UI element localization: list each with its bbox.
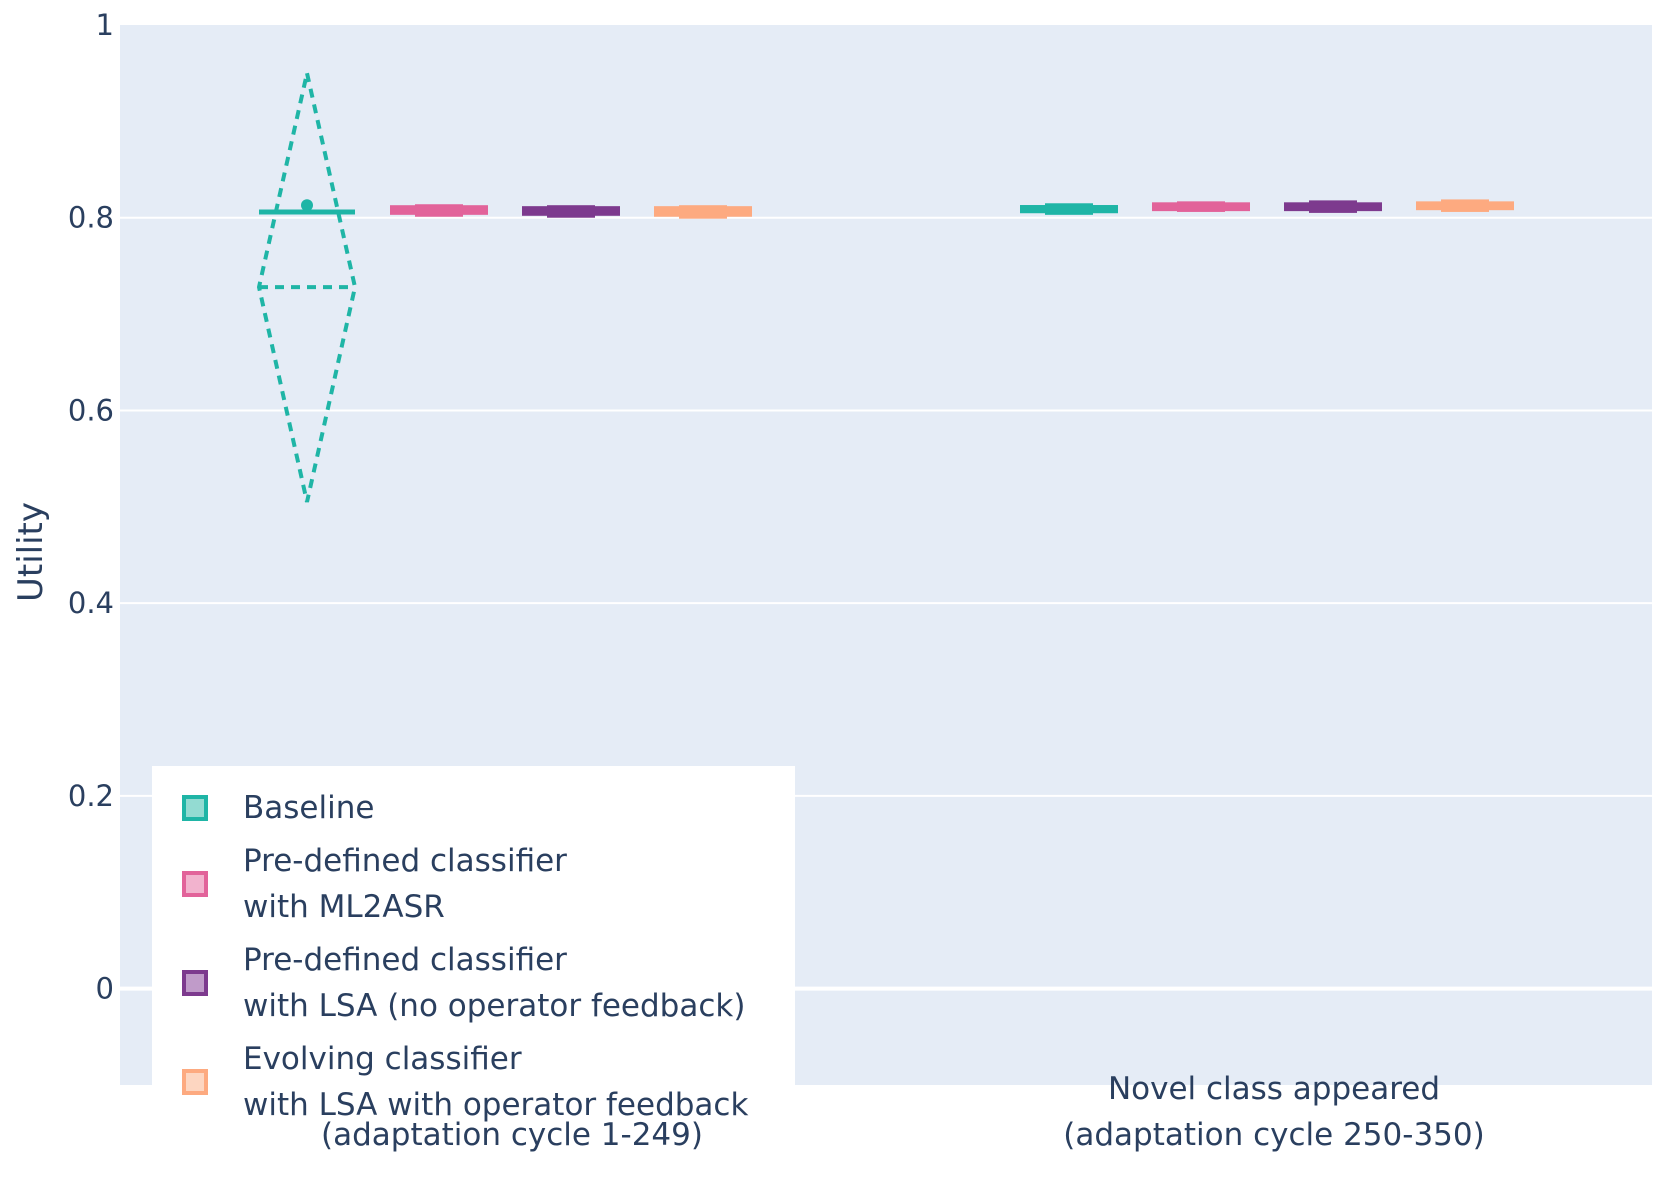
y-axis-ticks: 1 0.8 0.6 0.4 0.2 0: [68, 8, 114, 1006]
x-category-label: (adaptation cycle 1-249): [321, 1117, 703, 1153]
violin: [1152, 201, 1250, 212]
violin: [522, 205, 620, 218]
y-axis-title: Utility: [11, 502, 51, 602]
y-tick-label: 0: [96, 972, 114, 1006]
violin: [1284, 200, 1382, 213]
box-range: [390, 205, 488, 215]
box-range: [522, 206, 620, 216]
y-tick-label: 0.6: [68, 393, 114, 427]
box-range: [1152, 202, 1250, 211]
violin: [654, 205, 752, 219]
legend-label: Pre-defined classifier with ML2ASR: [243, 843, 567, 925]
y-tick-label: 0.8: [68, 201, 114, 235]
box-range: [1020, 205, 1118, 214]
y-tick-label: 0.2: [68, 779, 114, 813]
legend-item[interactable]: Pre-defined classifier with ML2ASR: [182, 838, 567, 930]
box-range: [1284, 202, 1382, 211]
box-range: [1416, 201, 1514, 211]
violin-marks: [256, 72, 1514, 503]
box-range: [654, 206, 752, 217]
x-category-label: (adaptation cycle 250-350): [1063, 1117, 1484, 1153]
legend: Baseline Pre-defined classifier with ML2AS…: [152, 766, 795, 1123]
legend-item[interactable]: Pre-defined classifier with LSA (no opera…: [182, 937, 745, 1029]
y-tick-label: 0.4: [68, 586, 114, 620]
y-tick-label: 1: [96, 8, 114, 42]
violin: [256, 72, 358, 503]
x-category-label: Novel class appeared: [1108, 1071, 1440, 1107]
legend-swatch: [182, 970, 208, 996]
legend-label: Evolving classifier with LSA with operato…: [243, 1041, 749, 1123]
legend-label: Baseline: [243, 790, 375, 826]
legend-swatch: [182, 871, 208, 897]
violin: [390, 204, 488, 217]
legend-swatch: [182, 795, 208, 821]
legend-item[interactable]: Baseline: [182, 785, 374, 831]
violin-outline: [256, 72, 358, 503]
legend-swatch: [182, 1069, 208, 1095]
legend-label: Pre-defined classifier with LSA (no opera…: [243, 942, 746, 1024]
violin: [1416, 199, 1514, 212]
legend-item[interactable]: Evolving classifier with LSA with operato…: [182, 1036, 748, 1128]
x-axis-categories: (adaptation cycle 1-249) Novel class appe…: [321, 1071, 1485, 1153]
outlier-point: [301, 199, 313, 212]
violin: [1020, 203, 1118, 215]
